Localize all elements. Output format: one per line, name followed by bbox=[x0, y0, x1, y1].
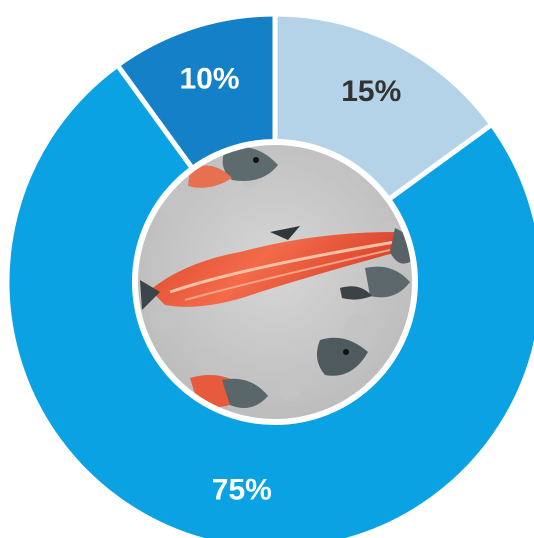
slice-label-10-percent: 10% bbox=[179, 62, 239, 95]
center-photo-border bbox=[132, 139, 418, 425]
slices-layer bbox=[4, 11, 534, 538]
slice-label-15-percent: 15% bbox=[341, 75, 401, 108]
fish-head-top bbox=[188, 147, 278, 188]
slice-label-75-percent: 75% bbox=[212, 473, 272, 506]
center-photo bbox=[135, 142, 415, 422]
labels-layer: 15% 75% 10% bbox=[179, 62, 401, 506]
fish-head-right bbox=[340, 266, 410, 300]
fish-head-bottom-right bbox=[316, 337, 368, 376]
fish-head-bottom-left bbox=[190, 375, 268, 408]
